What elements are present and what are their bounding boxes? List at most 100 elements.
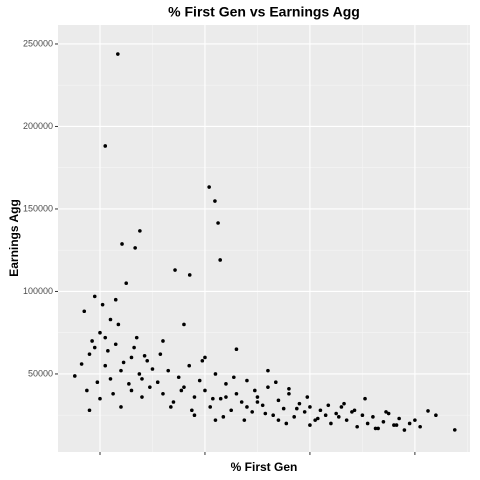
- point: [355, 424, 359, 429]
- point: [381, 420, 386, 424]
- point: [394, 423, 399, 427]
- point: [365, 421, 370, 426]
- y-tick-label: 100000: [23, 286, 53, 296]
- point: [407, 421, 412, 426]
- point: [250, 410, 254, 414]
- point: [224, 382, 228, 386]
- point: [313, 418, 317, 422]
- point: [234, 391, 239, 396]
- point: [232, 375, 236, 380]
- y-tick-label: 50000: [28, 368, 53, 378]
- point: [287, 387, 291, 391]
- point: [132, 345, 136, 350]
- point: [266, 368, 270, 373]
- point: [344, 418, 349, 422]
- point: [386, 411, 391, 416]
- point: [142, 354, 147, 358]
- point: [334, 411, 338, 416]
- point: [342, 401, 346, 406]
- point: [363, 396, 367, 401]
- point: [138, 229, 142, 233]
- point: [145, 358, 150, 363]
- point: [224, 395, 228, 399]
- point: [87, 352, 92, 356]
- point: [182, 385, 186, 389]
- point: [308, 423, 312, 427]
- point: [158, 352, 163, 356]
- point: [129, 355, 134, 360]
- point: [127, 382, 131, 386]
- point: [187, 273, 192, 277]
- x-axis-label: % First Gen: [231, 460, 298, 474]
- point: [297, 401, 302, 406]
- point: [124, 281, 129, 286]
- point: [271, 413, 275, 418]
- point: [207, 185, 211, 189]
- point: [360, 413, 365, 418]
- point: [179, 388, 184, 393]
- point: [245, 405, 249, 409]
- point: [326, 403, 331, 408]
- point: [171, 400, 176, 404]
- point: [166, 368, 171, 373]
- point: [192, 395, 197, 399]
- point: [92, 345, 97, 350]
- point: [134, 335, 139, 340]
- point: [426, 409, 430, 413]
- point: [371, 415, 375, 419]
- y-tick-label: 250000: [23, 38, 53, 48]
- point: [98, 396, 102, 401]
- point: [148, 385, 152, 389]
- point: [95, 380, 100, 385]
- point: [150, 367, 155, 371]
- point: [323, 413, 328, 418]
- point: [137, 372, 142, 376]
- point: [116, 322, 121, 327]
- point: [255, 400, 260, 404]
- point: [418, 424, 422, 429]
- y-tick-label: 200000: [23, 121, 53, 131]
- point: [266, 385, 270, 389]
- point: [392, 423, 396, 427]
- point: [397, 416, 401, 421]
- point: [295, 406, 299, 411]
- point: [434, 413, 438, 418]
- point: [376, 426, 380, 431]
- point: [190, 408, 194, 413]
- point: [113, 297, 118, 302]
- point: [173, 268, 177, 272]
- point: [87, 408, 92, 413]
- point: [119, 368, 123, 373]
- point: [92, 294, 97, 299]
- point: [103, 144, 108, 148]
- point: [284, 421, 289, 426]
- point: [103, 363, 108, 368]
- point: [197, 378, 202, 383]
- point: [129, 388, 134, 393]
- point: [255, 395, 260, 399]
- point: [182, 322, 186, 327]
- point: [305, 395, 310, 399]
- point: [281, 406, 286, 411]
- point: [106, 349, 110, 353]
- point: [329, 421, 333, 426]
- point: [113, 342, 118, 347]
- point: [292, 415, 296, 419]
- point: [203, 388, 207, 393]
- point: [176, 375, 181, 380]
- point: [229, 408, 233, 413]
- point: [208, 405, 213, 409]
- point: [90, 339, 94, 343]
- y-axis-label: Earnings Agg: [7, 199, 21, 277]
- point: [253, 388, 257, 393]
- point: [350, 410, 354, 414]
- point: [213, 372, 218, 376]
- point: [373, 426, 378, 431]
- point: [336, 415, 341, 419]
- point: [98, 330, 102, 335]
- point: [79, 362, 84, 366]
- point: [413, 418, 417, 422]
- point: [234, 347, 239, 352]
- point: [218, 258, 222, 262]
